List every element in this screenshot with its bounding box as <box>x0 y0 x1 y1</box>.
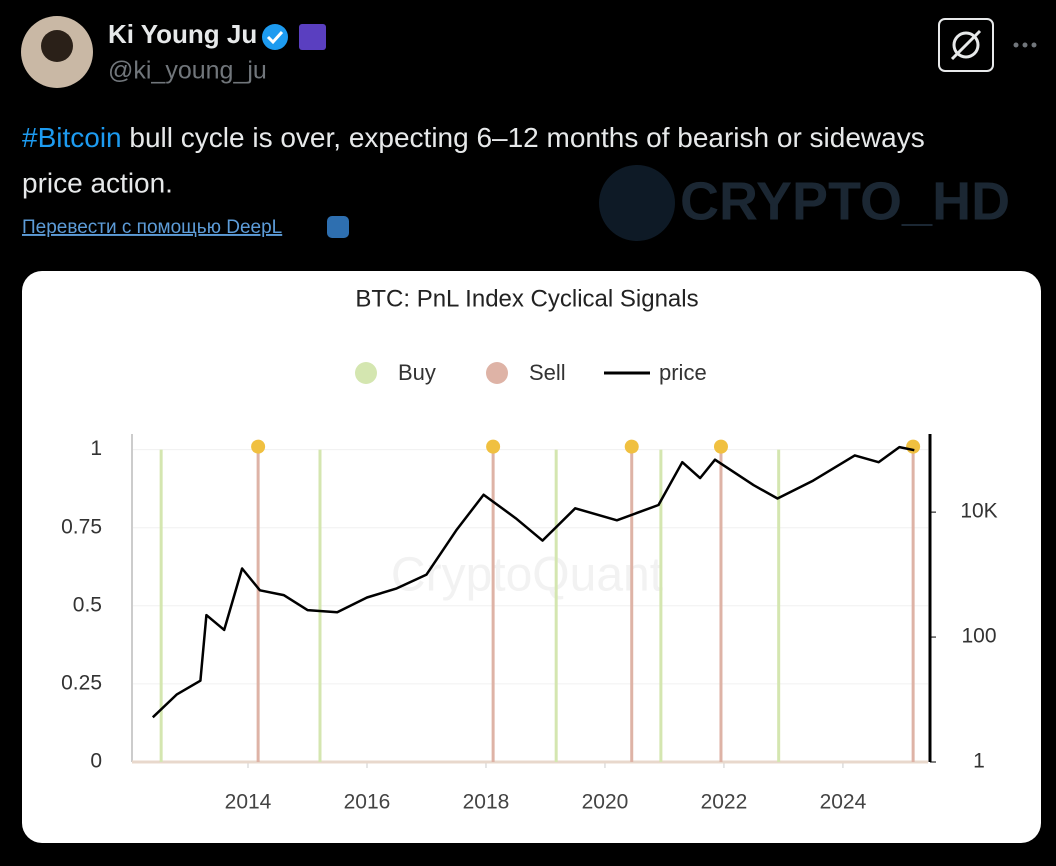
y-tick-label: 0.5 <box>73 593 102 616</box>
signal-bar <box>554 449 558 762</box>
signal-bar <box>630 449 634 762</box>
chart-card[interactable] <box>22 271 1041 843</box>
x-tick-label: 2016 <box>344 791 391 814</box>
price-line <box>151 445 915 719</box>
deepl-icon <box>327 216 349 238</box>
affiliate-badge <box>299 24 326 50</box>
signal-marker <box>251 439 266 454</box>
signal-bar <box>318 449 322 762</box>
grok-icon-slash <box>950 29 982 61</box>
y-tick-label: 0.25 <box>61 671 102 694</box>
y2-tick-label: 100 <box>961 625 996 648</box>
hashtag[interactable]: #Bitcoin <box>22 122 122 153</box>
watermark: CRYPTO_HD <box>680 171 1010 231</box>
signal-marker <box>486 439 501 454</box>
legend-label: price <box>659 360 707 385</box>
signal-bar <box>256 449 260 762</box>
signal-marker <box>713 439 728 454</box>
y-tick-label: 1 <box>90 437 102 460</box>
x-tick-label: 2014 <box>225 791 272 814</box>
verified-check <box>266 30 284 45</box>
tweet-text-line: bull cycle is over, expecting 6–12 month… <box>122 122 925 153</box>
grok-button[interactable] <box>938 18 994 72</box>
tweet-text-line: price action. <box>22 167 173 198</box>
more-button[interactable] <box>1013 42 1037 48</box>
y-tick-label: 0 <box>90 750 102 773</box>
x-tick-label: 2022 <box>701 791 748 814</box>
y-tick-label: 0.75 <box>61 515 102 538</box>
y2-tick-label: 10K <box>960 500 997 523</box>
legend-swatch <box>355 362 377 384</box>
signal-marker <box>624 439 639 454</box>
legend-swatch <box>486 362 508 384</box>
signal-bar <box>659 449 663 762</box>
tweet-text: #Bitcoin bull cycle is over, expecting 6… <box>22 122 925 153</box>
translate-link[interactable]: Перевести с помощью DeepL <box>22 217 282 238</box>
grok-icon <box>952 31 980 59</box>
signal-bar <box>159 449 163 762</box>
x-tick-label: 2020 <box>582 791 629 814</box>
author-handle[interactable]: @ki_young_ju <box>108 57 267 85</box>
signal-bar <box>491 449 495 762</box>
legend-label: Buy <box>398 360 436 385</box>
x-tick-label: 2018 <box>463 791 510 814</box>
chart-title: BTC: PnL Index Cyclical Signals <box>355 285 698 312</box>
y2-tick-label: 1 <box>973 750 985 773</box>
avatar-face <box>41 30 73 62</box>
x-tick-label: 2024 <box>820 791 867 814</box>
watermark-icon <box>599 165 675 241</box>
signal-bar <box>777 449 781 762</box>
chart: 0 0.25 0.5 0.75 1 1 100 10K 2014 2016 2018 2020 2022… <box>61 360 998 814</box>
chart-watermark: CryptoQuant <box>391 549 663 602</box>
verified-badge <box>262 24 288 50</box>
signal-bar <box>911 449 915 762</box>
legend-label: Sell <box>529 360 566 385</box>
signal-bar <box>719 449 723 762</box>
author-name[interactable]: Ki Young Ju <box>108 19 257 49</box>
signal-marker <box>906 439 921 454</box>
